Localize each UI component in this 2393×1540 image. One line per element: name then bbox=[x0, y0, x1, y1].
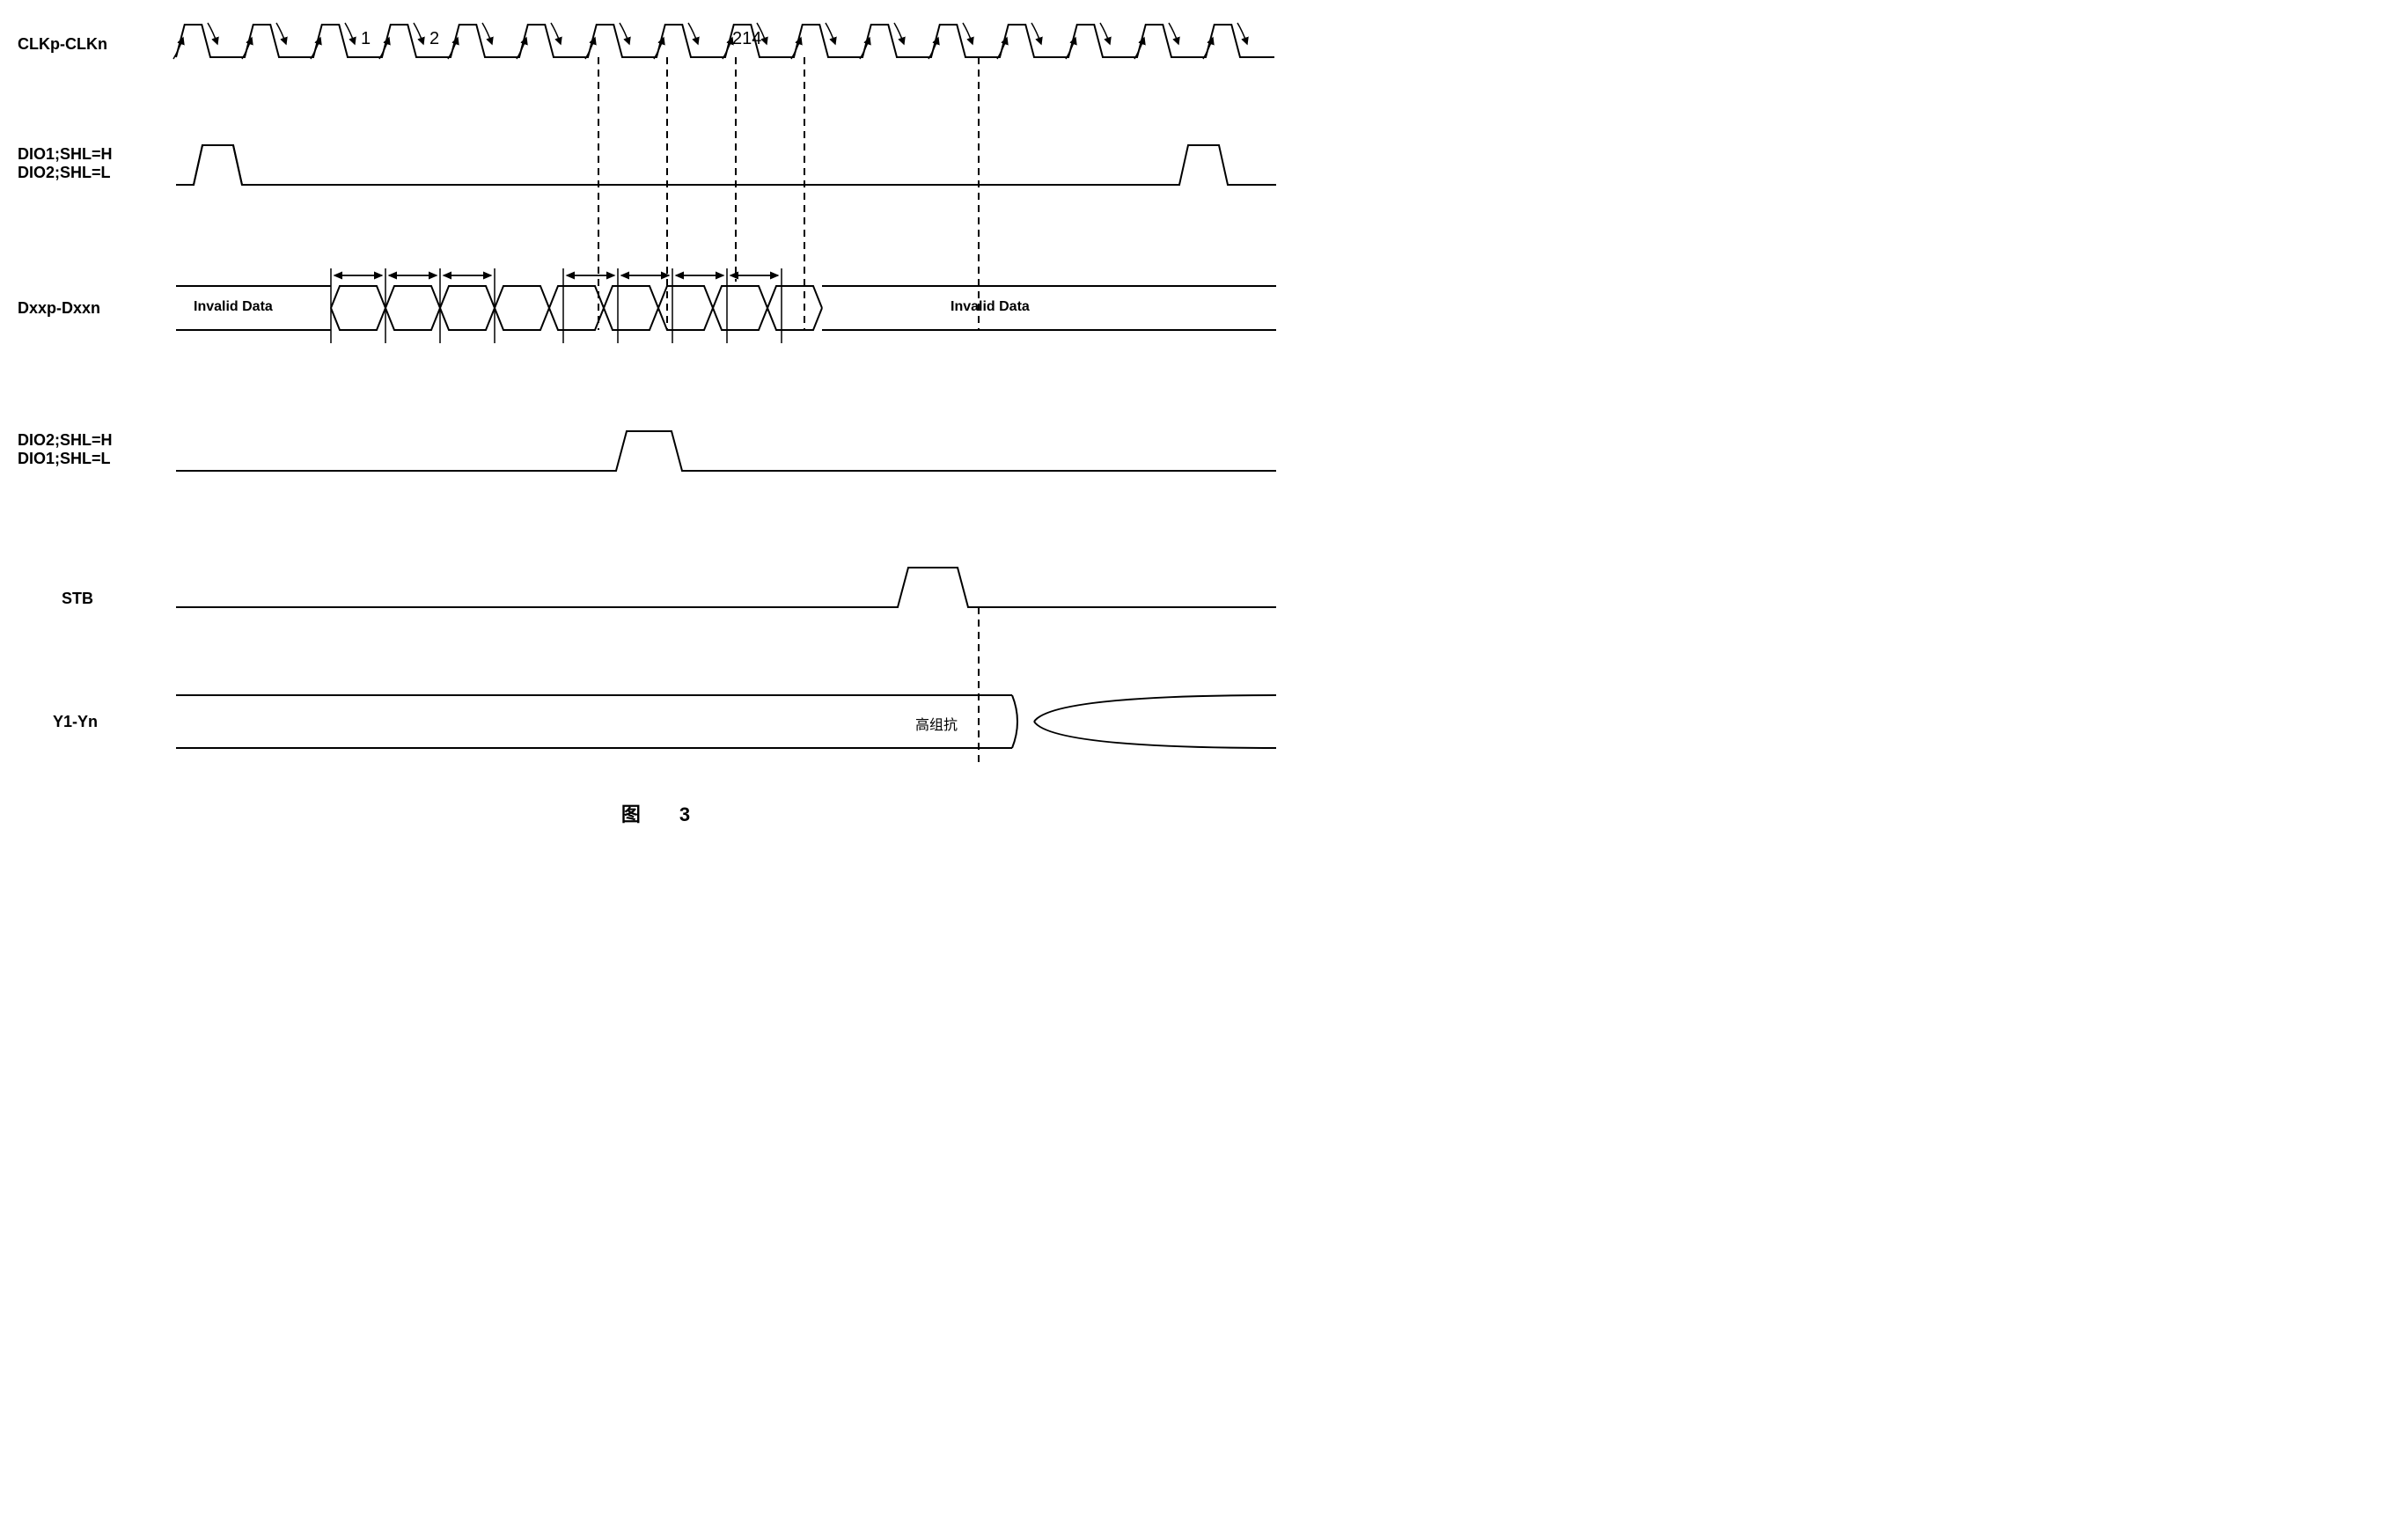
clk-row: CLKp-CLKn bbox=[18, 35, 1294, 54]
invalid-data-right: Invalid Data bbox=[951, 299, 1030, 315]
yout-label: Y1-Yn bbox=[18, 713, 150, 731]
dio1-label-bottom: DIO2;SHL=L bbox=[18, 164, 150, 182]
dio2-label-bottom: DIO1;SHL=L bbox=[18, 450, 150, 468]
hiimpedance-text: 高组抗 bbox=[915, 713, 958, 734]
clk-label: CLKp-CLKn bbox=[18, 35, 150, 54]
dio2-label-top: DIO2;SHL=H bbox=[18, 431, 150, 450]
dio1-row2: DIO2;SHL=L bbox=[18, 164, 1294, 182]
dio1-row: DIO1;SHL=H bbox=[18, 145, 1294, 164]
dio2-row2: DIO1;SHL=L bbox=[18, 450, 1294, 468]
figure-label: 图 3 bbox=[621, 799, 690, 827]
dio2-row: DIO2;SHL=H bbox=[18, 431, 1294, 450]
dio1-label-top: DIO1;SHL=H bbox=[18, 145, 150, 164]
yout-row: Y1-Yn bbox=[18, 713, 1294, 731]
stb-label: STB bbox=[18, 590, 150, 608]
timing-diagram: 12214 CLKp-CLKn DIO1;SHL=H DIO2;SHL=L Dx… bbox=[18, 18, 1294, 836]
stb-row: STB bbox=[18, 590, 1294, 608]
data-label: Dxxp-Dxxn bbox=[18, 299, 141, 318]
invalid-data-left: Invalid Data bbox=[194, 299, 273, 315]
